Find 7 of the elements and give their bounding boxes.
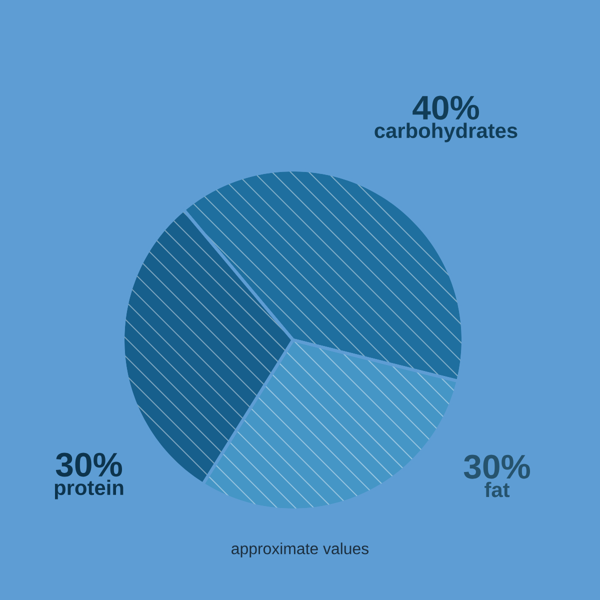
slice-label: carbohydrates <box>374 122 518 142</box>
slice-label: fat <box>484 482 510 498</box>
data-label: 30% <box>56 452 122 477</box>
data-label: 40% <box>412 96 480 120</box>
slice-label: protein <box>54 480 124 500</box>
text: approximate values <box>232 542 368 558</box>
data-label: 30% <box>464 454 530 479</box>
